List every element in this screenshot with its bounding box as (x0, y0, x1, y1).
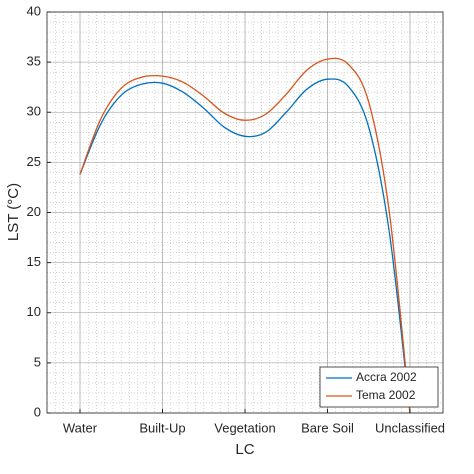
y-axis-label: LST (°C) (5, 183, 22, 241)
series-line (79, 78, 411, 413)
y-tick-label: 15 (27, 254, 41, 269)
ticks: 0 5 10 15 20 25 30 35 40 Water Built-Up Vegetation B… (27, 3, 446, 435)
x-axis-label: LC (235, 441, 254, 458)
legend-box (319, 366, 439, 408)
y-tick-label: 10 (27, 304, 41, 319)
y-tick-label: 30 (27, 104, 41, 119)
legend-label: Accra 2002 (356, 370, 417, 384)
x-tick-label: Built-Up (139, 420, 185, 435)
legend-label: Tema 2002 (356, 388, 416, 402)
x-tick-label: Bare Soil (301, 420, 354, 435)
y-tick-label: 25 (27, 154, 41, 169)
y-tick-label: 20 (27, 204, 41, 219)
x-tick-label: Unclassified (375, 420, 445, 435)
x-tick-label: Vegetation (214, 420, 275, 435)
legend: Accra 2002 Tema 2002 (319, 366, 439, 408)
plot-lines (79, 57, 411, 413)
series-line (79, 57, 411, 413)
y-tick-label: 35 (27, 54, 41, 69)
y-tick-label: 40 (27, 3, 41, 18)
y-tick-label: 0 (34, 404, 41, 419)
y-tick-label: 5 (34, 354, 41, 369)
x-tick-label: Water (63, 420, 98, 435)
